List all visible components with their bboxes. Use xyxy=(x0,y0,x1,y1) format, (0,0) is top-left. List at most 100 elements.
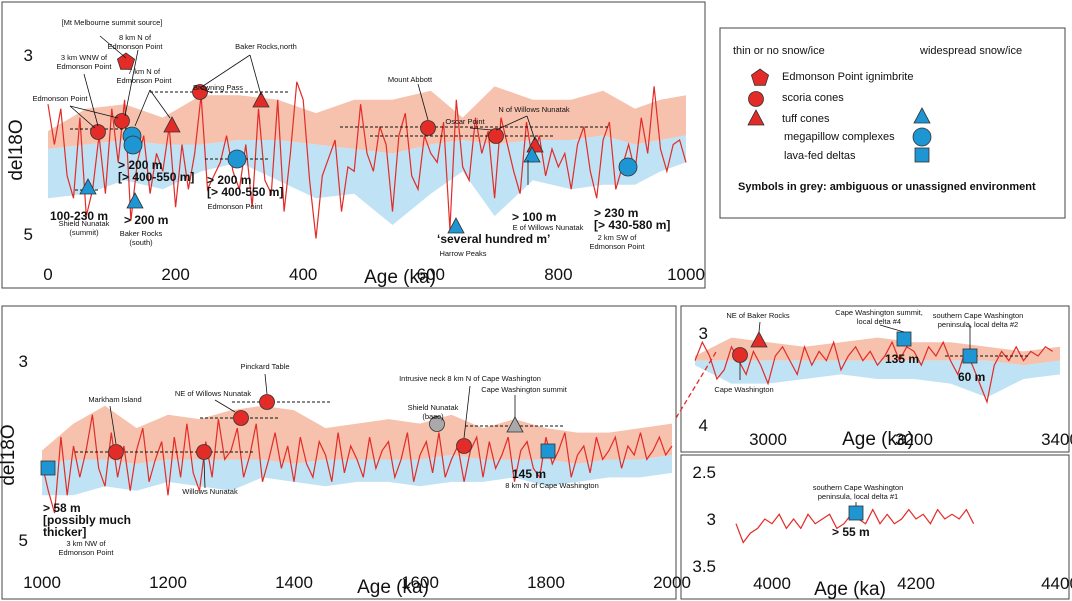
leader-line xyxy=(199,87,213,94)
scoria-cone-marker xyxy=(114,113,130,129)
scoria-cone-marker xyxy=(90,124,106,140)
megapillow-tri-marker xyxy=(523,146,541,163)
leader-line xyxy=(203,459,206,489)
leader-line xyxy=(249,54,262,96)
p3-series-line xyxy=(694,340,1054,405)
annotation-2km-sw: 2 km SW of xyxy=(598,233,638,242)
p4-x-label: Age (ka) xyxy=(814,579,886,600)
annotation-edmonson-point-2: Edmonson Point xyxy=(207,202,263,211)
scoria-cone-marker xyxy=(488,128,504,144)
p2-y-label: del18O xyxy=(0,424,19,485)
megapillow-marker xyxy=(227,149,247,169)
annotation-cw-summit-delta4: local delta #4 xyxy=(857,317,901,326)
p1-x-tick: 400 xyxy=(289,265,317,284)
p1-warm-band xyxy=(48,86,686,154)
annotation-harrow-peaks: Harrow Peaks xyxy=(439,249,486,258)
p3-x-tick: 3400 xyxy=(1041,430,1072,449)
annotation-baker-rocks-north: Baker Rocks,north xyxy=(235,42,297,51)
legend-item: megapillow complexes xyxy=(784,131,895,143)
annotation-south-cw-delta2: southern Cape Washington xyxy=(933,311,1024,320)
annotation-baker-rocks-south: Baker Rocks xyxy=(120,229,163,238)
annotation-58m: thicker] xyxy=(43,525,86,539)
scoria-cone-marker xyxy=(108,444,124,460)
annotation-3km-nw: 3 km NW of xyxy=(66,539,106,548)
p4-x-tick: 4000 xyxy=(753,574,791,593)
p1-y-tick: 5 xyxy=(24,225,33,244)
p2-x-tick: 2000 xyxy=(653,573,691,592)
annotation-cape-washington: Cape Washington xyxy=(714,385,773,394)
p4-x-tick: 4400 xyxy=(1041,574,1072,593)
annotation-ne-willows: NE of Willows Nunatak xyxy=(175,389,252,398)
p1-x-label: Age (ka) xyxy=(364,267,436,288)
p2-x-tick: 1200 xyxy=(149,573,187,592)
leader-line xyxy=(99,35,127,59)
p3-x-tick: 3000 xyxy=(749,430,787,449)
annotation-8km-n: 8 km N of xyxy=(119,33,152,42)
annotation-cw-summit-delta4: Cape Washington summit, xyxy=(835,308,923,317)
leader-line xyxy=(69,105,119,119)
p2-series-line xyxy=(41,414,673,514)
annotation-100m: > 100 m xyxy=(512,210,556,224)
annotation-60m: 60 m xyxy=(958,370,985,384)
lava-delta-marker xyxy=(540,443,556,459)
scoria-cone-marker xyxy=(259,394,275,410)
legend-item: scoria cones xyxy=(782,92,844,104)
legend-thin-header: thin or no snow/ice xyxy=(733,45,825,57)
leader-line xyxy=(469,127,493,131)
panel-connector xyxy=(675,351,717,419)
scoria-cone-marker xyxy=(732,347,748,363)
legend-item: lava-fed deltas xyxy=(784,150,856,162)
leader-line xyxy=(417,83,429,121)
p4-y-tick: 3.5 xyxy=(692,557,716,576)
p1-series-line xyxy=(47,81,687,239)
lava-delta-marker xyxy=(962,348,978,364)
annotation-shield-base: Shield Nunatak xyxy=(408,403,459,412)
p2-cold-band xyxy=(42,454,672,496)
annotation-58m: [possibly much xyxy=(43,513,131,527)
annotation-browning-pass: Browning Pass xyxy=(193,83,243,92)
tuff-cone-marker xyxy=(163,116,181,133)
annotation-markham-island: Markham Island xyxy=(88,395,141,404)
annotation-n-of-willows: N of Willows Nunatak xyxy=(498,105,570,114)
annotation-3km-wnw: 3 km WNW of xyxy=(61,53,108,62)
p1-x-tick: 800 xyxy=(544,265,572,284)
p4-y-tick: 3 xyxy=(707,510,716,529)
legend-note: Symbols in grey: ambiguous or unassigned… xyxy=(738,181,1036,193)
legend-scoria-icon xyxy=(748,91,764,107)
p4-y-tick: 2.5 xyxy=(692,463,716,482)
p3-y-tick: 4 xyxy=(699,416,708,435)
leader-line xyxy=(214,399,236,413)
annotation-3km-nw: Edmonson Point xyxy=(58,548,114,557)
grey-marker xyxy=(506,416,524,433)
scoria-cone-marker xyxy=(192,84,208,100)
lava-delta-marker xyxy=(848,505,864,521)
p4-x-tick: 4200 xyxy=(897,574,935,593)
legend-megapillow-icon xyxy=(912,127,932,147)
annotation-pinckard-table: Pinckard Table xyxy=(240,362,289,371)
p1-x-tick: 1000 xyxy=(667,265,705,284)
annotation-145m: 145 m xyxy=(512,467,546,481)
annotation-200m-b: > 200 m xyxy=(207,173,251,187)
p2-y-tick: 3 xyxy=(19,352,28,371)
annotation-7km-n: 7 km N of xyxy=(128,67,161,76)
annotation-230m: [> 430-580 m] xyxy=(594,218,670,232)
annotation-mount-abbott: Mount Abbott xyxy=(388,75,433,84)
megapillow-tri-marker xyxy=(126,192,144,209)
p2-x-tick: 1000 xyxy=(23,573,61,592)
annotation-mt-melbourne: [Mt Melbourne summit source] xyxy=(62,18,163,27)
annotation-willows-nunatak: Willows Nunatak xyxy=(182,487,238,496)
annotation-shield-nunatak: Shield Nunatak xyxy=(59,219,110,228)
lava-delta-marker xyxy=(896,331,912,347)
scoria-cone-marker xyxy=(233,410,249,426)
annotation-2km-sw: Edmonson Point xyxy=(589,242,645,251)
leader-line xyxy=(432,415,438,419)
annotation-200m-a: > 200 m xyxy=(118,158,162,172)
annotation-south-cw-delta1: southern Cape Washington xyxy=(813,483,904,492)
p2-x-tick: 1400 xyxy=(275,573,313,592)
p1-x-tick: 600 xyxy=(417,265,445,284)
annotation-oscar-point: Oscar Point xyxy=(445,117,485,126)
annotation-100-230m: 100-230 m xyxy=(50,209,108,223)
annotation-200m-c: > 200 m xyxy=(124,213,168,227)
annotation-shield-base: (base) xyxy=(422,412,444,421)
